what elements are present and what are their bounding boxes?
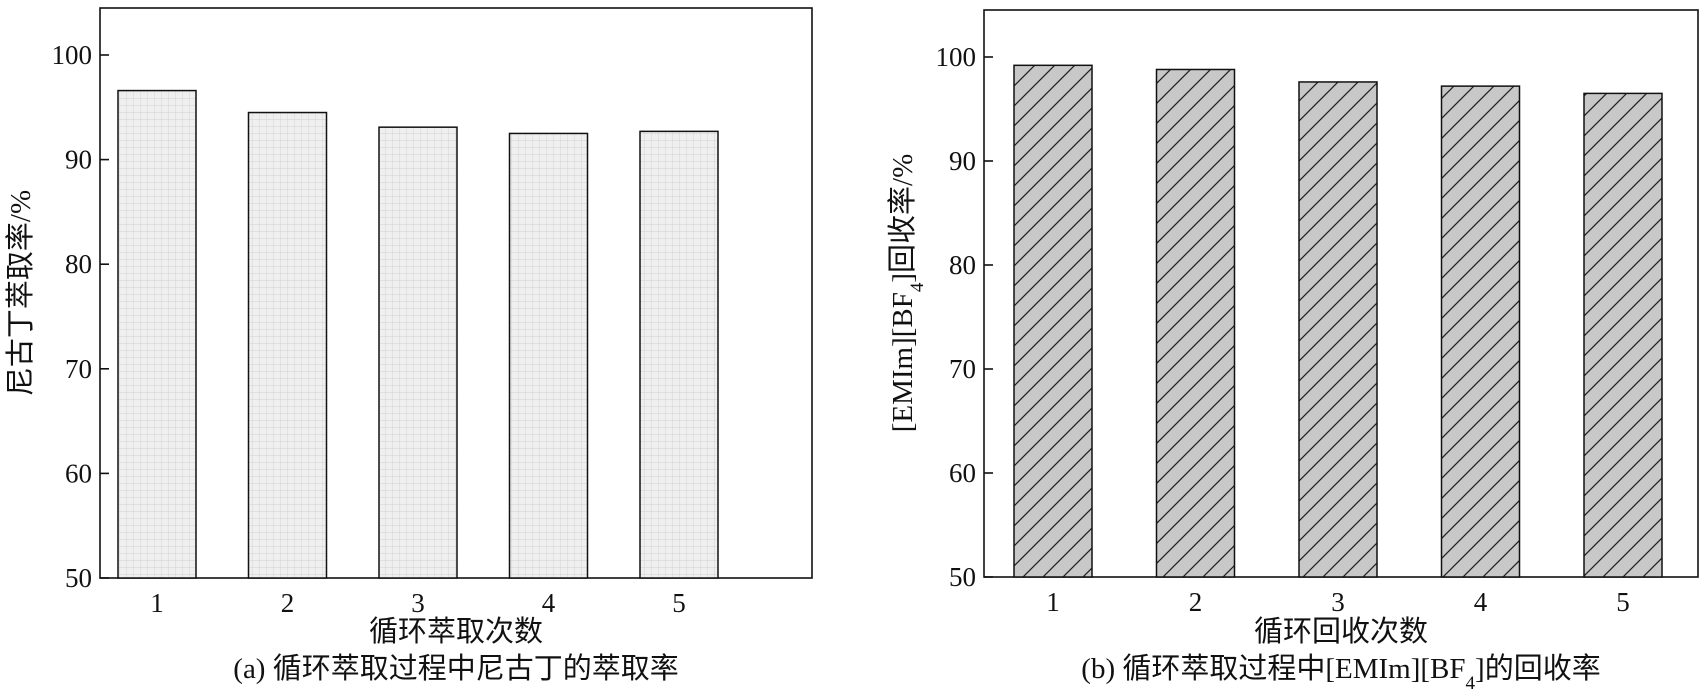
chart-a: 50 60 70 80 90 100 1 2 3 4 5 尼古丁萃取率/% 循环萃取次数 (a) … — [4, 7, 813, 685]
bar-3 — [378, 126, 458, 579]
bar-4 — [508, 132, 589, 579]
y-tick-label: 80 — [65, 249, 92, 279]
y-tick-label: 70 — [949, 354, 976, 384]
bar-1 — [117, 89, 197, 579]
bar-4 — [1440, 85, 1521, 578]
y-tick-label: 60 — [949, 458, 976, 488]
chart-a-ylabel: 尼古丁萃取率/% — [4, 190, 37, 396]
chart-b-caption-subscript: 4 — [1466, 673, 1476, 690]
chart-b-caption: (b) 循环萃取过程中[EMIm][BF4]的回收率 — [1081, 652, 1600, 690]
y-tick-label: 90 — [65, 145, 92, 175]
y-tick-label: 80 — [949, 250, 976, 280]
x-tick-label: 5 — [1616, 587, 1630, 617]
x-tick-label: 4 — [1474, 587, 1488, 617]
bar-3 — [1298, 81, 1378, 578]
y-tick-label: 60 — [65, 458, 92, 488]
y-tick-label: 50 — [949, 562, 976, 592]
y-tick-label: 70 — [65, 354, 92, 384]
bar-5 — [639, 130, 719, 579]
chart-b-ylabel: [EMIm][BF4]回收率/% — [886, 154, 928, 433]
chart-a-xlabel: 循环萃取次数 — [369, 615, 543, 648]
chart-b-ylabel-main: [EMIm][BF — [887, 292, 919, 432]
x-tick-label: 3 — [1331, 587, 1345, 617]
x-tick-label: 2 — [281, 588, 295, 618]
chart-b-caption-tail: ]的回收率 — [1475, 652, 1601, 685]
x-tick-label: 1 — [1046, 587, 1060, 617]
chart-b-ylabel-subscript: 4 — [907, 282, 928, 292]
chart-b-xlabel: 循环回收次数 — [1254, 615, 1428, 648]
chart-b-caption-main: (b) 循环萃取过程中[EMIm][BF — [1081, 652, 1465, 685]
y-tick-label: 100 — [52, 40, 93, 70]
bar-2 — [247, 111, 328, 579]
x-tick-label: 2 — [1189, 587, 1203, 617]
x-tick-label: 3 — [411, 588, 425, 618]
y-tick-label: 100 — [936, 42, 977, 72]
chart-a-caption: (a) 循环萃取过程中尼古丁的萃取率 — [233, 652, 678, 685]
bar-1 — [1013, 64, 1093, 578]
chart-b-ylabel-tail: ]回收率/% — [886, 154, 919, 283]
y-tick-label: 50 — [65, 563, 92, 593]
y-tick-label: 90 — [949, 146, 976, 176]
bar-2 — [1155, 68, 1236, 578]
x-tick-label: 4 — [542, 588, 556, 618]
x-tick-label: 5 — [672, 588, 686, 618]
bar-5 — [1583, 92, 1663, 578]
x-tick-label: 1 — [150, 588, 164, 618]
